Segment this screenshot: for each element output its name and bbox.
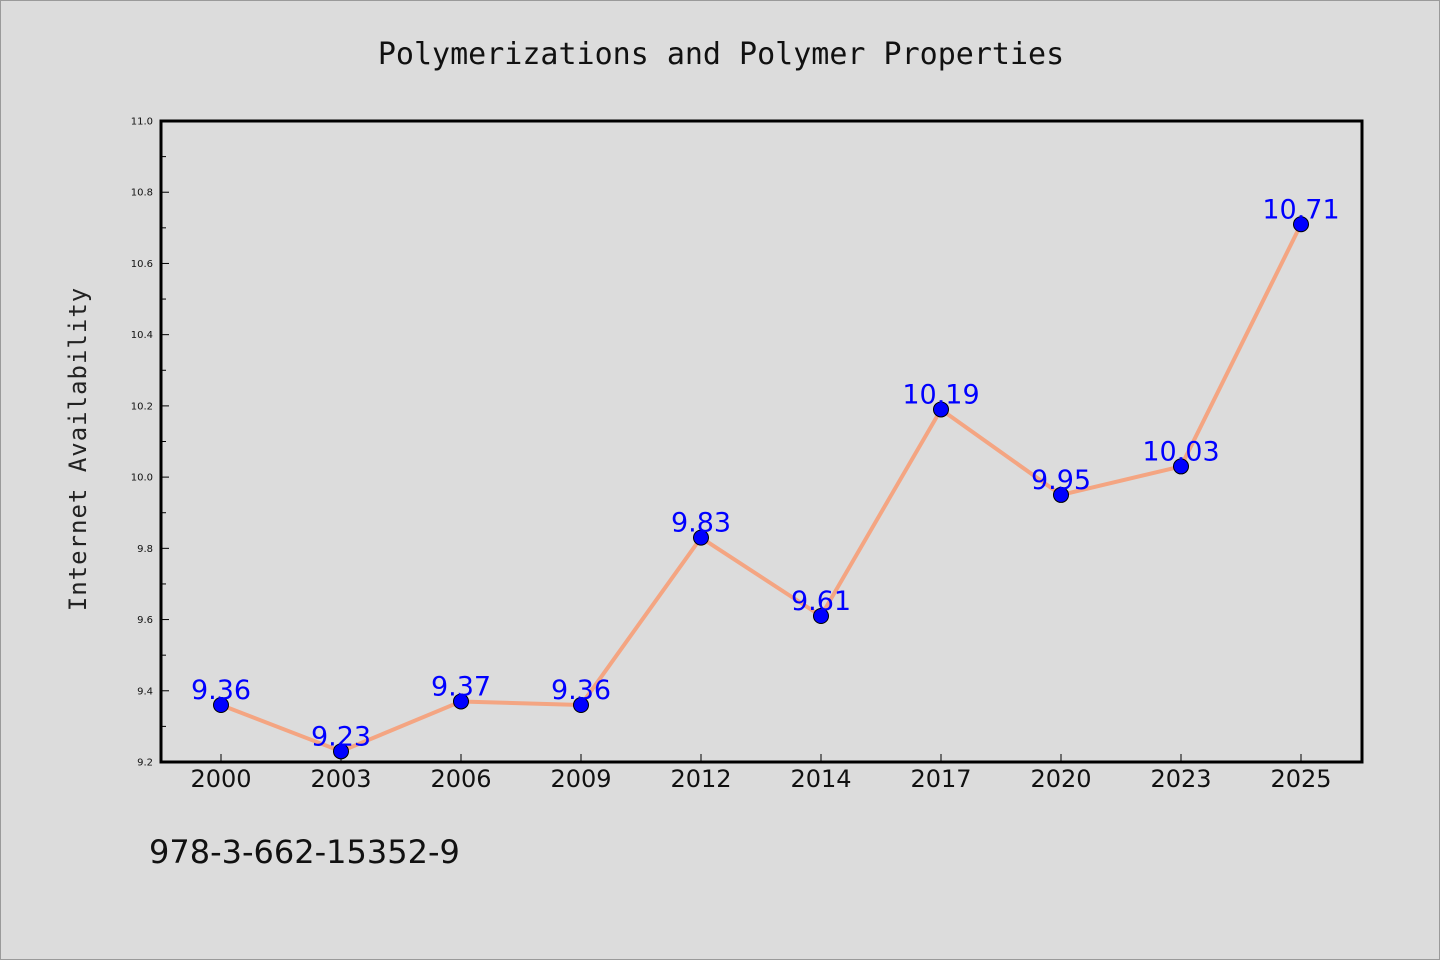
x-tick-label: 2023 [1150, 765, 1211, 793]
x-tick-label: 2020 [1030, 765, 1091, 793]
data-label: 9.61 [791, 586, 851, 617]
x-tick-label: 2025 [1270, 765, 1331, 793]
data-label: 9.36 [191, 675, 251, 706]
data-label: 9.95 [1031, 465, 1091, 496]
data-label: 9.37 [431, 671, 491, 702]
isbn-text: 978-3-662-15352-9 [149, 833, 460, 871]
data-point [693, 529, 709, 546]
data-point [1053, 486, 1069, 503]
data-point [933, 401, 949, 418]
data-point [213, 697, 229, 714]
data-label: 9.36 [551, 675, 611, 706]
y-axis: 9.2 9.4 9.6 9.8 10.0 10.2 10.4 10.6 10.8 11.0 [131, 117, 169, 769]
data-label: 10.19 [902, 379, 979, 410]
series-line [220, 223, 1303, 754]
y-tick-label: 9.8 [137, 544, 153, 555]
x-tick-label: 2014 [790, 765, 851, 793]
y-tick-label: 10.2 [131, 401, 153, 412]
y-tick-label: 9.2 [137, 758, 153, 769]
y-tick-label: 10.6 [131, 259, 153, 270]
plot-frame [159, 119, 1364, 764]
data-label: 9.23 [311, 721, 371, 752]
y-axis-label: Internet Availability [64, 287, 92, 611]
data-label: 10.03 [1142, 436, 1219, 467]
data-point [813, 607, 829, 624]
y-tick-label: 10.4 [131, 330, 153, 341]
data-label: 9.83 [671, 508, 731, 539]
x-tick-label: 2012 [670, 765, 731, 793]
data-point [333, 743, 349, 760]
series: 9.36 9.23 9.37 9.36 9.83 9.61 10.19 9.95 10.03 10… [191, 194, 1340, 760]
y-tick-label: 9.4 [137, 686, 153, 697]
y-tick-label: 11.0 [131, 117, 153, 128]
x-tick-label: 2003 [310, 765, 371, 793]
data-point [1173, 458, 1189, 475]
x-tick-label: 2000 [190, 765, 251, 793]
x-tick-label: 2009 [550, 765, 611, 793]
data-label: 10.71 [1262, 194, 1339, 225]
x-tick-label: 2006 [430, 765, 491, 793]
data-point [573, 697, 589, 714]
y-tick-label: 10.8 [131, 188, 153, 199]
data-point [1293, 216, 1309, 233]
x-tick-label: 2017 [910, 765, 971, 793]
x-axis: 2000 2003 2006 2009 2012 2014 2017 2020 2023 2025 [190, 754, 1332, 793]
data-point [453, 693, 469, 710]
y-tick-label: 10.0 [131, 473, 153, 484]
chart-title: Polymerizations and Polymer Properties [378, 37, 1064, 72]
y-tick-label: 9.6 [137, 615, 153, 626]
